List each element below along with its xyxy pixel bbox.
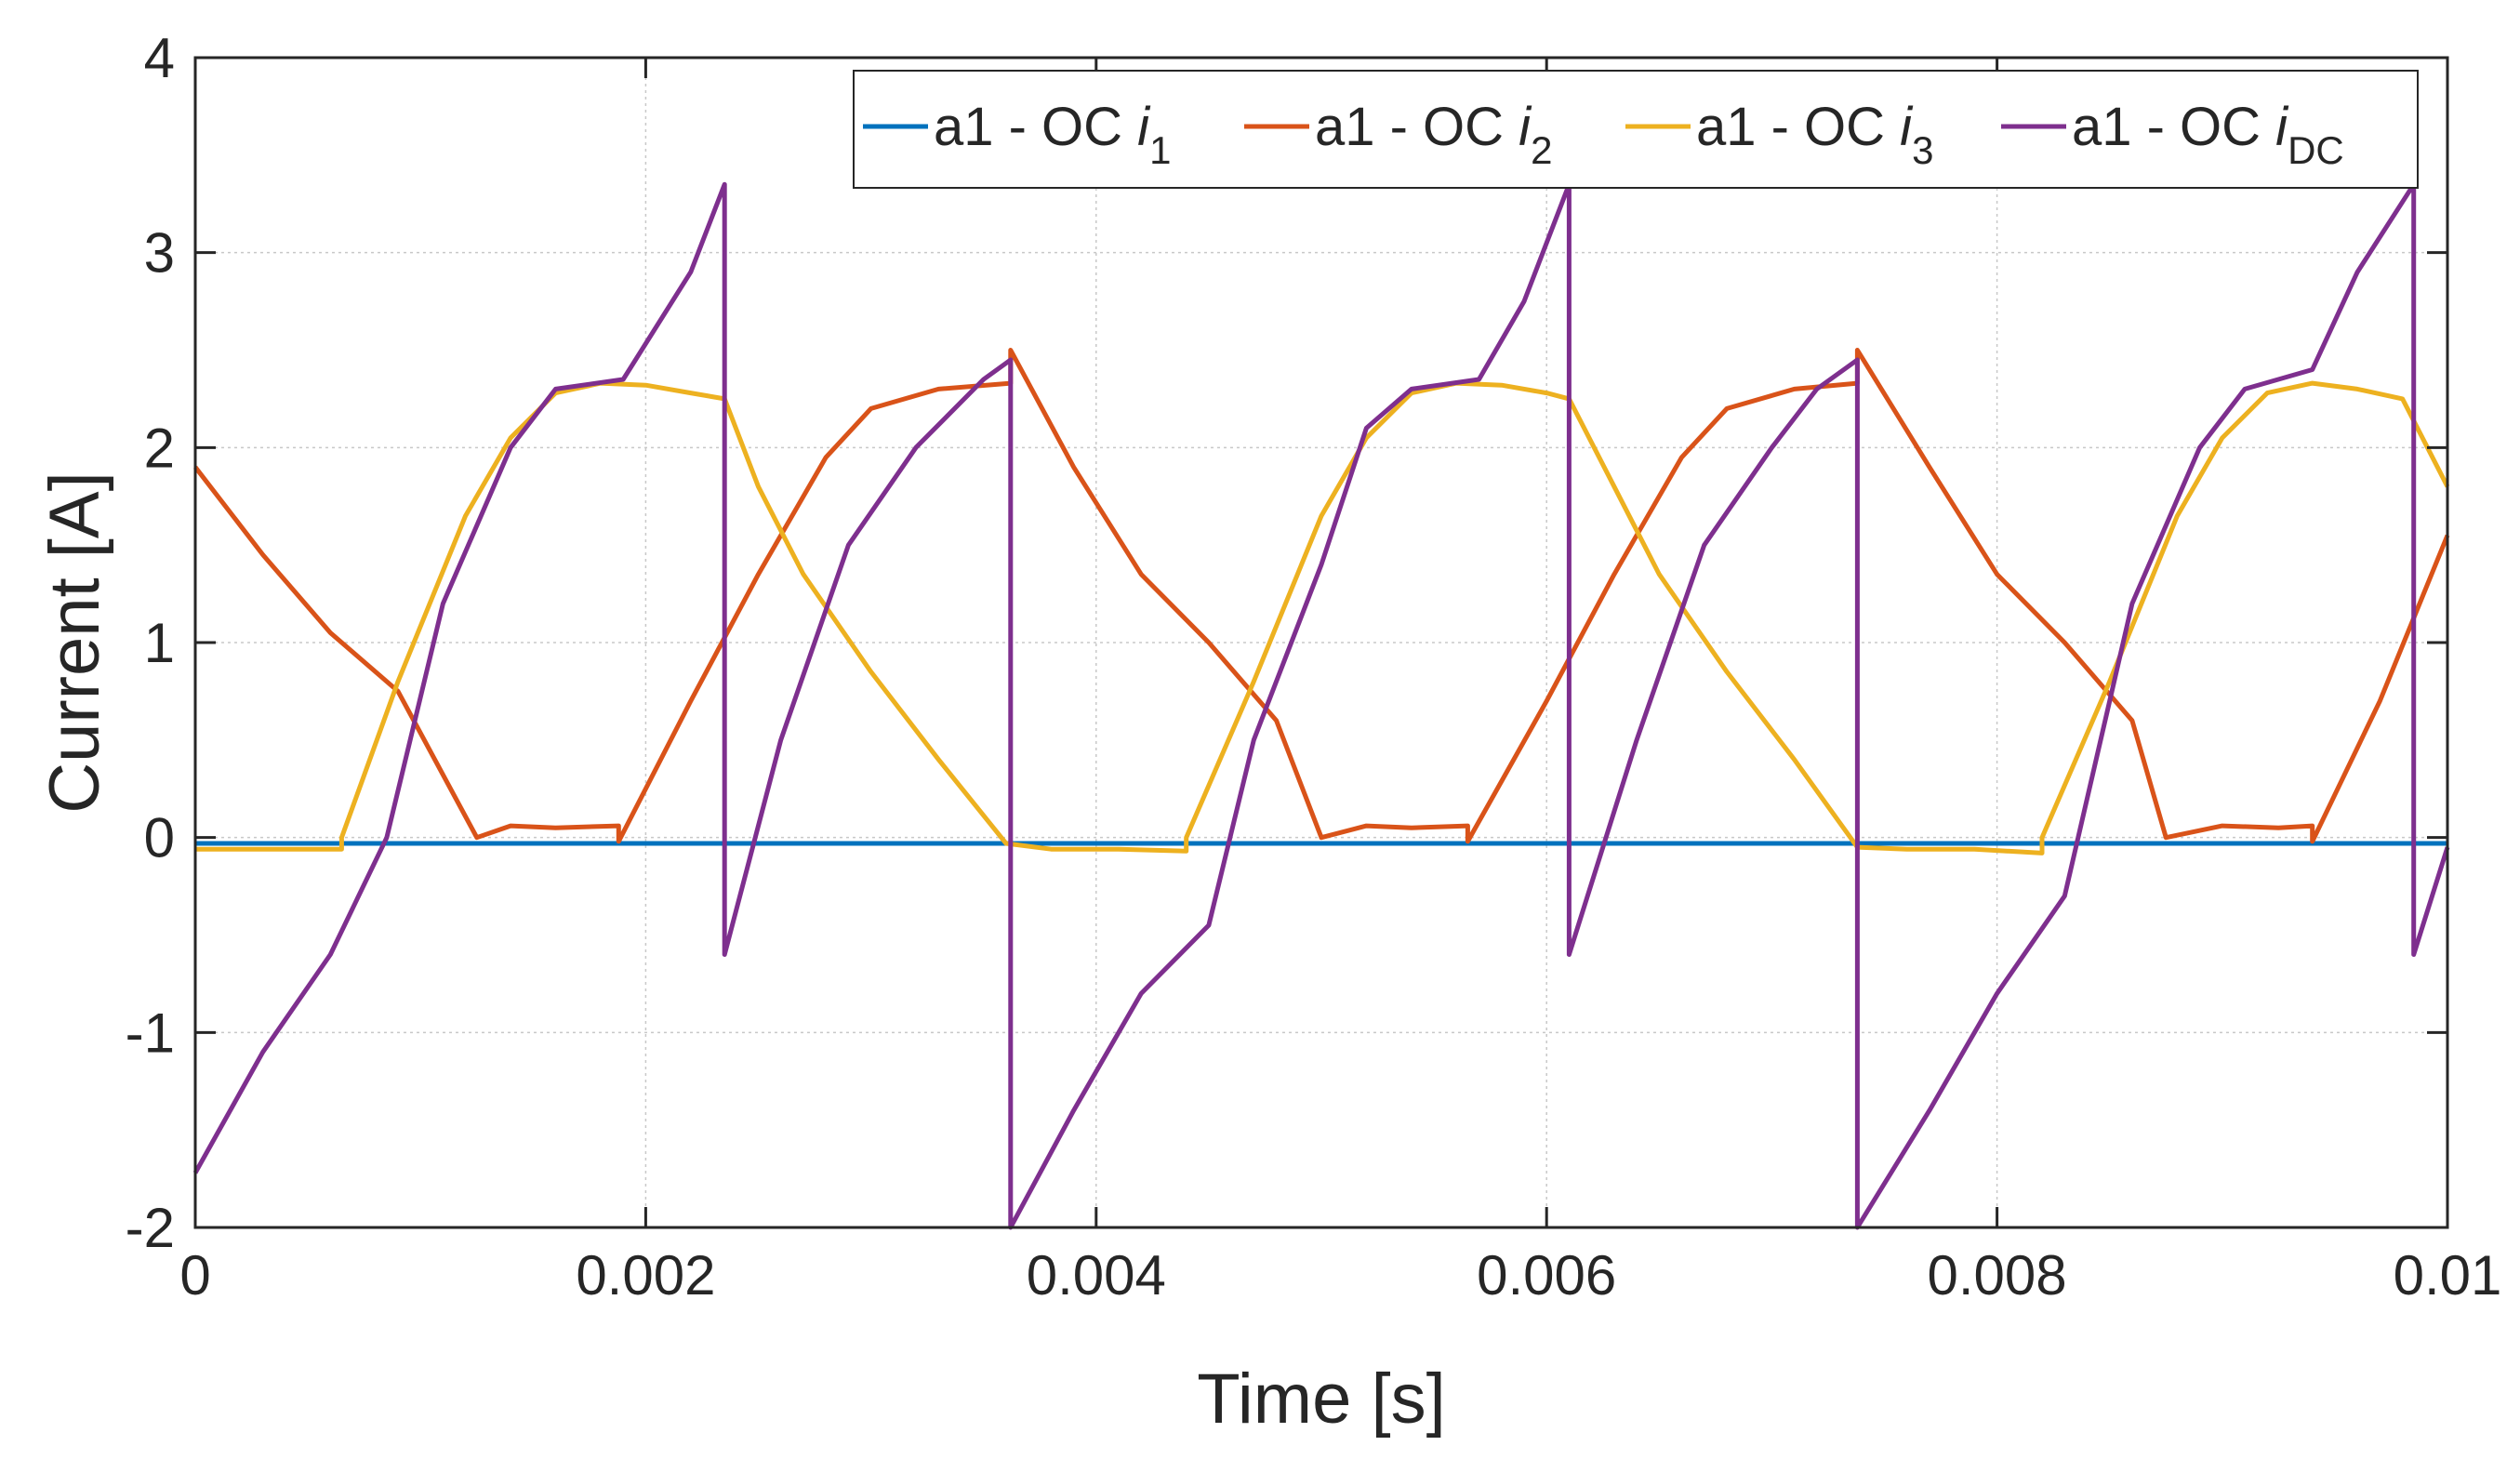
series-lines bbox=[192, 181, 2450, 1230]
legend-box bbox=[853, 70, 2419, 189]
y-tick-label: 2 bbox=[144, 417, 175, 479]
y-tick-label: -2 bbox=[126, 1197, 175, 1259]
series-line bbox=[193, 348, 2450, 844]
x-tick-label: 0.008 bbox=[1928, 1244, 2067, 1306]
y-axis-label: Current [A] bbox=[35, 471, 114, 813]
x-tick-label: 0.006 bbox=[1477, 1244, 1616, 1306]
y-tick-label: 4 bbox=[144, 27, 175, 89]
y-tick-label: 0 bbox=[144, 807, 175, 869]
x-tick-label: 0.004 bbox=[1027, 1244, 1166, 1306]
y-tick-label: 3 bbox=[144, 222, 175, 285]
legend: a1 - OC i1 a1 - OC i2 a1 - OC i3 a1 - OC iD… bbox=[853, 70, 2419, 189]
y-tick-label: -1 bbox=[126, 1001, 175, 1064]
series-line bbox=[192, 181, 2450, 1230]
x-axis-label: Time [s] bbox=[1197, 1360, 1445, 1439]
y-tick-label: 1 bbox=[144, 612, 175, 674]
x-tick-label: 0 bbox=[179, 1244, 210, 1306]
x-tick-label: 0.01 bbox=[2394, 1244, 2502, 1306]
x-tick-label: 0.002 bbox=[576, 1244, 715, 1306]
axis-ticks: 0 0.002 0.004 0.006 0.008 0.01 -2 -1 0 1 2 3 4 bbox=[126, 27, 2502, 1306]
